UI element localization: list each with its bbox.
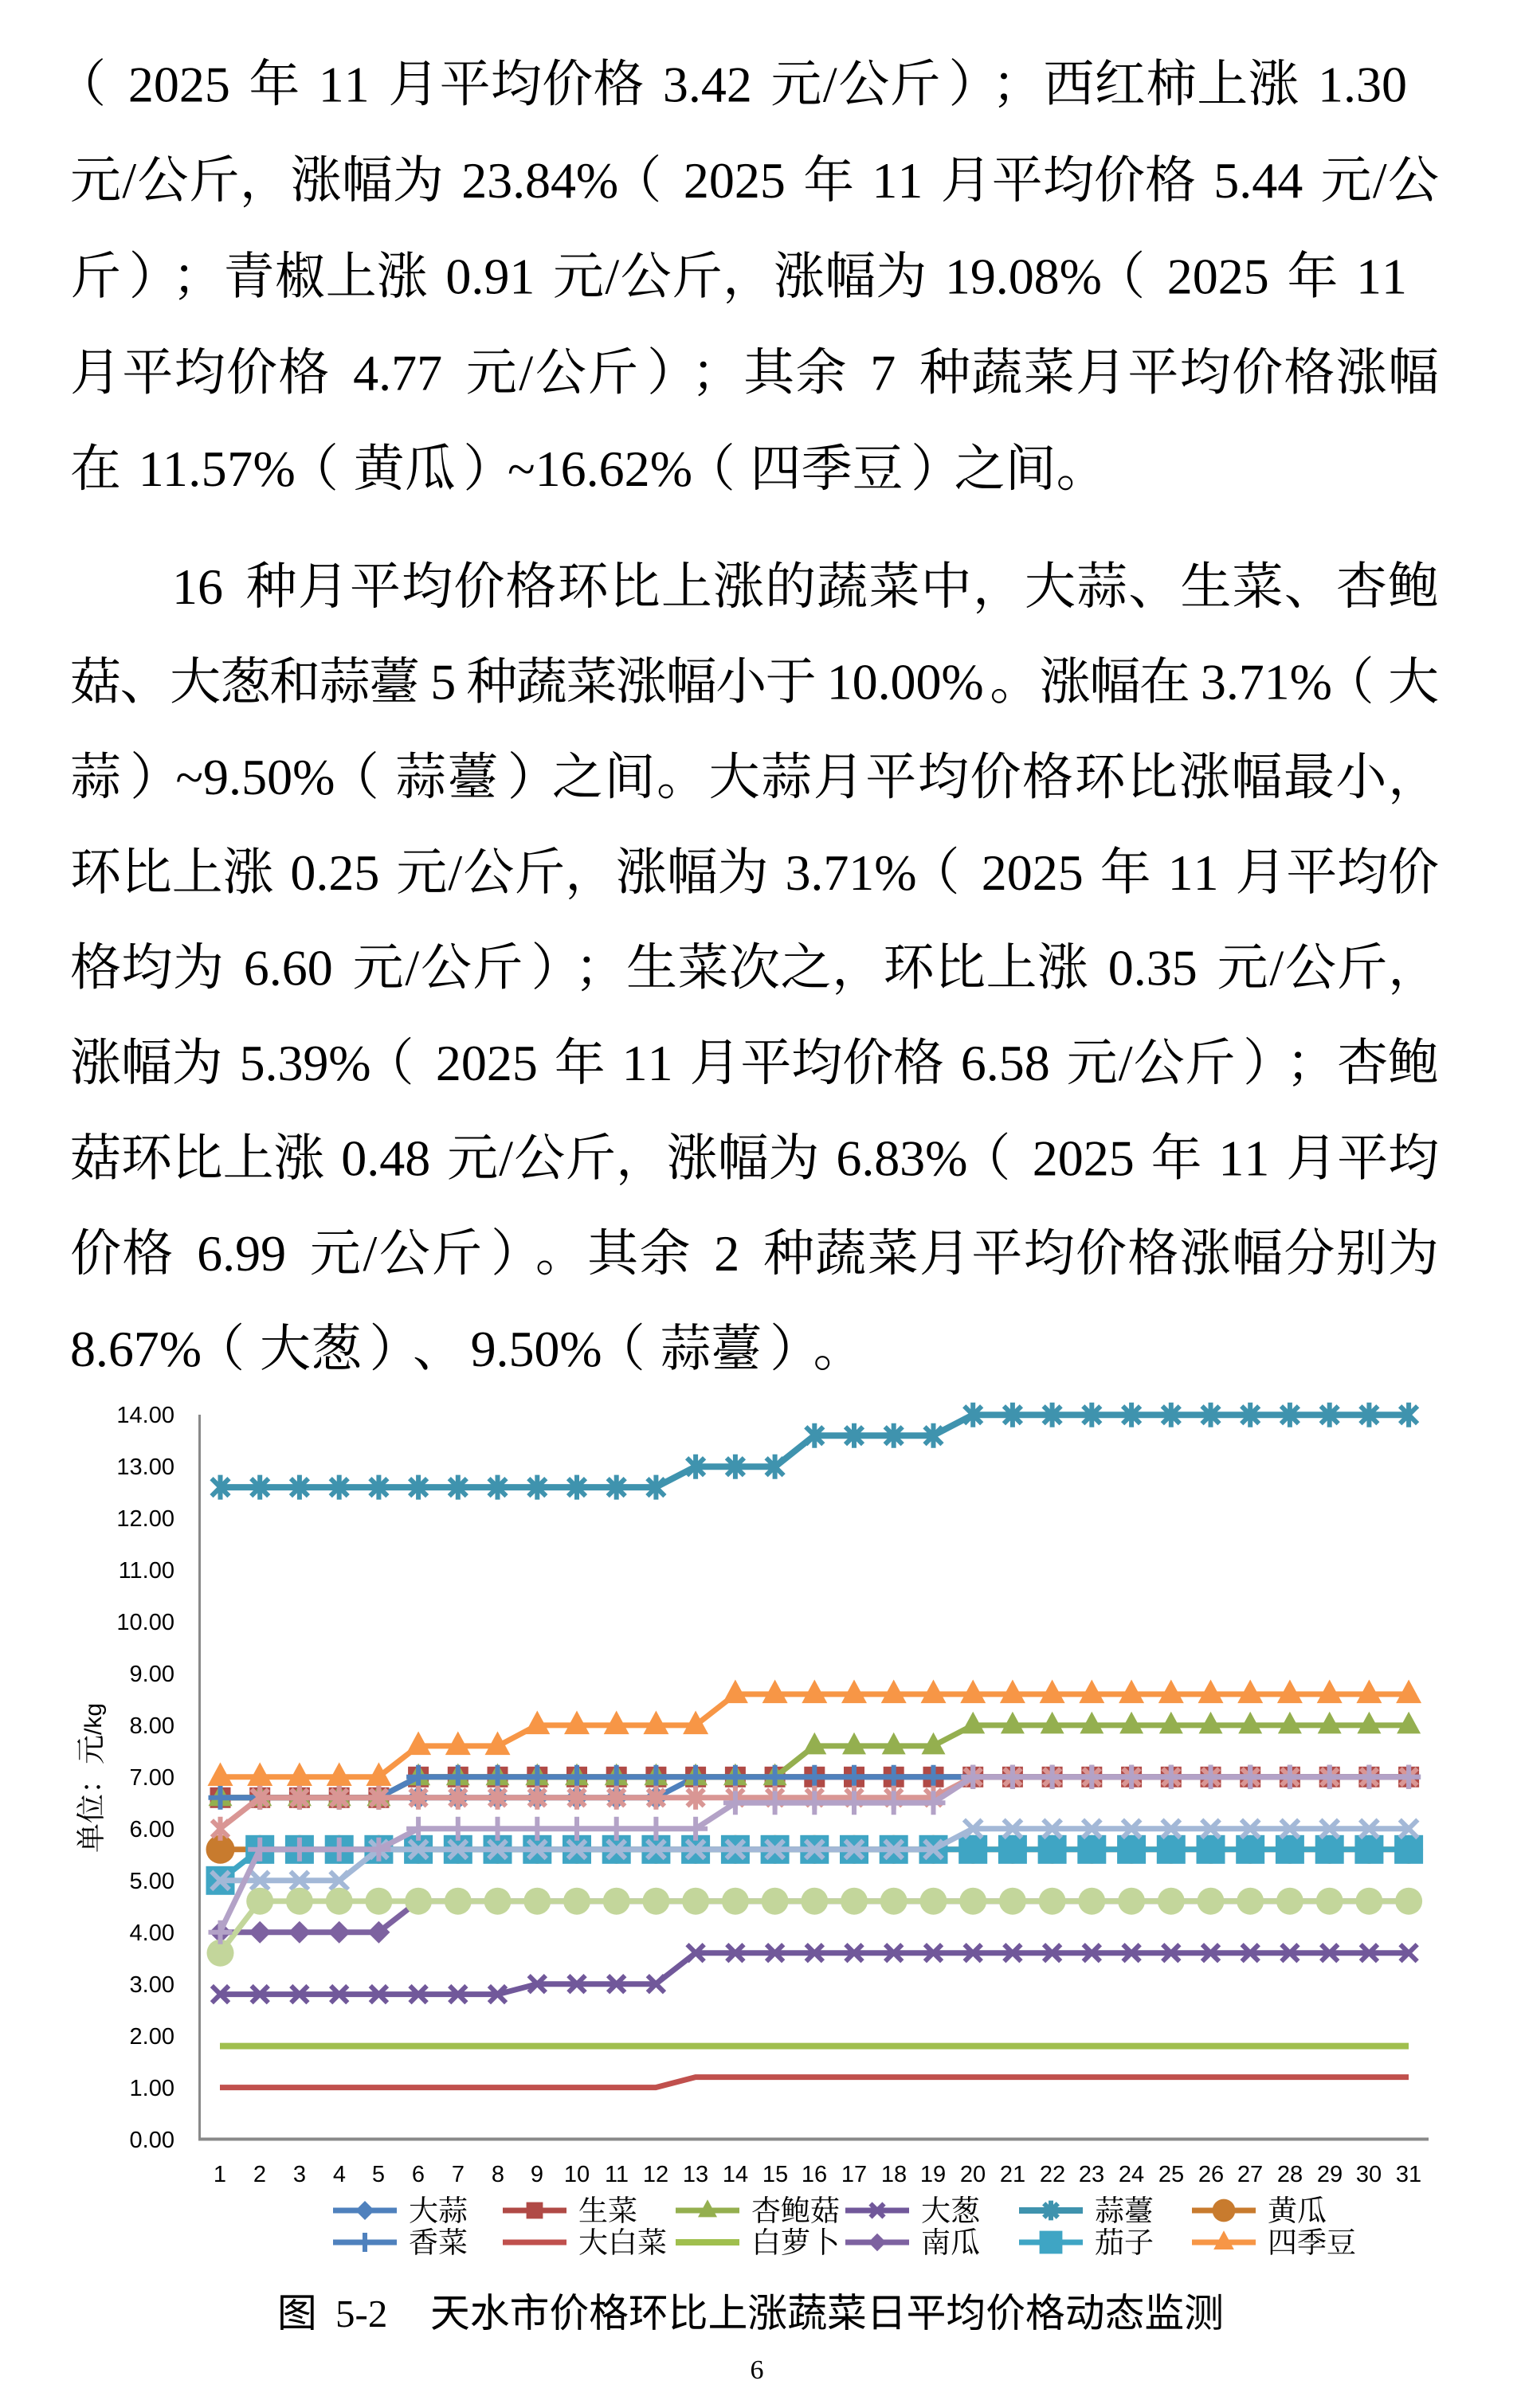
svg-text:18: 18 bbox=[881, 2162, 907, 2187]
svg-text:/: / bbox=[499, 1130, 513, 1187]
svg-text:28: 28 bbox=[1277, 2162, 1303, 2187]
svg-text:3.71%: 3.71% bbox=[1201, 654, 1332, 711]
svg-text:2025: 2025 bbox=[128, 56, 230, 112]
svg-text:2025: 2025 bbox=[982, 844, 1084, 901]
svg-text:6.99: 6.99 bbox=[197, 1225, 286, 1282]
svg-text:5: 5 bbox=[372, 2162, 385, 2187]
svg-text:3: 3 bbox=[293, 2162, 306, 2187]
svg-text:~16.62%: ~16.62% bbox=[508, 440, 692, 497]
svg-text:22: 22 bbox=[1040, 2162, 1065, 2187]
svg-text:3.42: 3.42 bbox=[663, 56, 752, 112]
svg-text:11.00: 11.00 bbox=[119, 1558, 174, 1584]
svg-text:24: 24 bbox=[1119, 2162, 1144, 2187]
svg-text:/: / bbox=[405, 939, 419, 996]
svg-text:0.00: 0.00 bbox=[130, 2128, 174, 2153]
svg-text:/: / bbox=[1373, 152, 1387, 209]
svg-text:6.60: 6.60 bbox=[244, 939, 333, 996]
svg-text:25: 25 bbox=[1158, 2162, 1184, 2187]
svg-text:7: 7 bbox=[452, 2162, 465, 2187]
svg-text:13: 13 bbox=[683, 2162, 708, 2187]
svg-text:11: 11 bbox=[1218, 1130, 1269, 1187]
svg-text:9.00: 9.00 bbox=[130, 1662, 174, 1687]
svg-text:20: 20 bbox=[960, 2162, 986, 2187]
svg-text:9.50%: 9.50% bbox=[471, 1321, 602, 1377]
svg-text:~9.50%: ~9.50% bbox=[175, 749, 335, 805]
svg-text:0.35: 0.35 bbox=[1108, 939, 1198, 996]
svg-text:/: / bbox=[519, 344, 533, 401]
svg-text:6: 6 bbox=[751, 2355, 764, 2385]
svg-text:11: 11 bbox=[872, 152, 923, 209]
svg-text:/: / bbox=[823, 56, 837, 112]
svg-text:23: 23 bbox=[1079, 2162, 1104, 2187]
svg-text:17: 17 bbox=[841, 2162, 867, 2187]
svg-text:11: 11 bbox=[1168, 844, 1219, 901]
svg-text:31: 31 bbox=[1396, 2162, 1421, 2187]
svg-text:2025: 2025 bbox=[436, 1035, 538, 1091]
svg-text:1.00: 1.00 bbox=[130, 2076, 174, 2101]
svg-text:5.44: 5.44 bbox=[1213, 152, 1303, 209]
svg-text:12.00: 12.00 bbox=[116, 1506, 174, 1532]
svg-text:19: 19 bbox=[920, 2162, 946, 2187]
svg-text:15: 15 bbox=[762, 2162, 788, 2187]
svg-text:3.71%: 3.71% bbox=[786, 844, 917, 901]
svg-text:19.08%: 19.08% bbox=[945, 249, 1102, 305]
svg-text:1.30: 1.30 bbox=[1318, 56, 1407, 112]
svg-text:3.00: 3.00 bbox=[130, 1972, 174, 1998]
svg-text:/kg: /kg bbox=[80, 1703, 107, 1735]
svg-text:2: 2 bbox=[714, 1225, 739, 1282]
svg-text:11: 11 bbox=[622, 1035, 673, 1091]
svg-text:6: 6 bbox=[412, 2162, 425, 2187]
svg-text:11.57%: 11.57% bbox=[139, 440, 296, 497]
svg-text:11: 11 bbox=[319, 56, 370, 112]
svg-text:14: 14 bbox=[723, 2162, 748, 2187]
svg-text:4.00: 4.00 bbox=[130, 1921, 174, 1946]
svg-text:6.00: 6.00 bbox=[130, 1817, 174, 1842]
svg-text:13.00: 13.00 bbox=[116, 1455, 174, 1480]
svg-text:0.48: 0.48 bbox=[341, 1130, 430, 1187]
svg-text:7: 7 bbox=[870, 344, 896, 401]
svg-text:5.00: 5.00 bbox=[130, 1869, 174, 1894]
svg-text:23.84%: 23.84% bbox=[461, 152, 618, 209]
svg-text:16: 16 bbox=[802, 2162, 827, 2187]
svg-text:30: 30 bbox=[1356, 2162, 1382, 2187]
svg-text:6.58: 6.58 bbox=[961, 1035, 1050, 1091]
svg-text:14.00: 14.00 bbox=[116, 1403, 174, 1428]
svg-text:/: / bbox=[363, 1225, 378, 1282]
svg-text:6.83%: 6.83% bbox=[836, 1130, 967, 1187]
svg-text:/: / bbox=[1119, 1035, 1133, 1091]
svg-text:8.67%: 8.67% bbox=[70, 1321, 202, 1377]
svg-text:16: 16 bbox=[172, 558, 223, 615]
svg-text:2: 2 bbox=[253, 2162, 266, 2187]
svg-text:8: 8 bbox=[492, 2162, 504, 2187]
svg-text:4: 4 bbox=[333, 2162, 346, 2187]
svg-text:10: 10 bbox=[564, 2162, 590, 2187]
svg-text:29: 29 bbox=[1317, 2162, 1343, 2187]
svg-text:10.00%: 10.00% bbox=[827, 654, 984, 711]
svg-text:5.39%: 5.39% bbox=[240, 1035, 371, 1091]
svg-text:1: 1 bbox=[214, 2162, 226, 2187]
svg-text:2.00: 2.00 bbox=[130, 2024, 174, 2050]
svg-text:2025: 2025 bbox=[1033, 1130, 1135, 1187]
svg-text:/: / bbox=[122, 152, 136, 209]
svg-text:/: / bbox=[448, 844, 462, 901]
svg-text:21: 21 bbox=[1000, 2162, 1025, 2187]
svg-text:2025: 2025 bbox=[1167, 249, 1269, 305]
svg-text:11: 11 bbox=[1356, 249, 1407, 305]
svg-text:0.91: 0.91 bbox=[445, 249, 535, 305]
svg-text:0.25: 0.25 bbox=[290, 844, 379, 901]
svg-text:26: 26 bbox=[1198, 2162, 1224, 2187]
svg-text:5: 5 bbox=[430, 654, 456, 711]
svg-text:7.00: 7.00 bbox=[130, 1765, 174, 1791]
svg-text:27: 27 bbox=[1237, 2162, 1263, 2187]
svg-text:10.00: 10.00 bbox=[116, 1610, 174, 1635]
svg-text:5-2: 5-2 bbox=[335, 2292, 387, 2336]
svg-text:2025: 2025 bbox=[684, 152, 786, 209]
svg-text:11: 11 bbox=[605, 2162, 629, 2187]
svg-text:/: / bbox=[1269, 939, 1284, 996]
svg-text:9: 9 bbox=[531, 2162, 543, 2187]
svg-text:12: 12 bbox=[643, 2162, 668, 2187]
svg-text:/: / bbox=[605, 249, 619, 305]
svg-text:4.77: 4.77 bbox=[353, 344, 442, 401]
svg-text:8.00: 8.00 bbox=[130, 1713, 174, 1739]
